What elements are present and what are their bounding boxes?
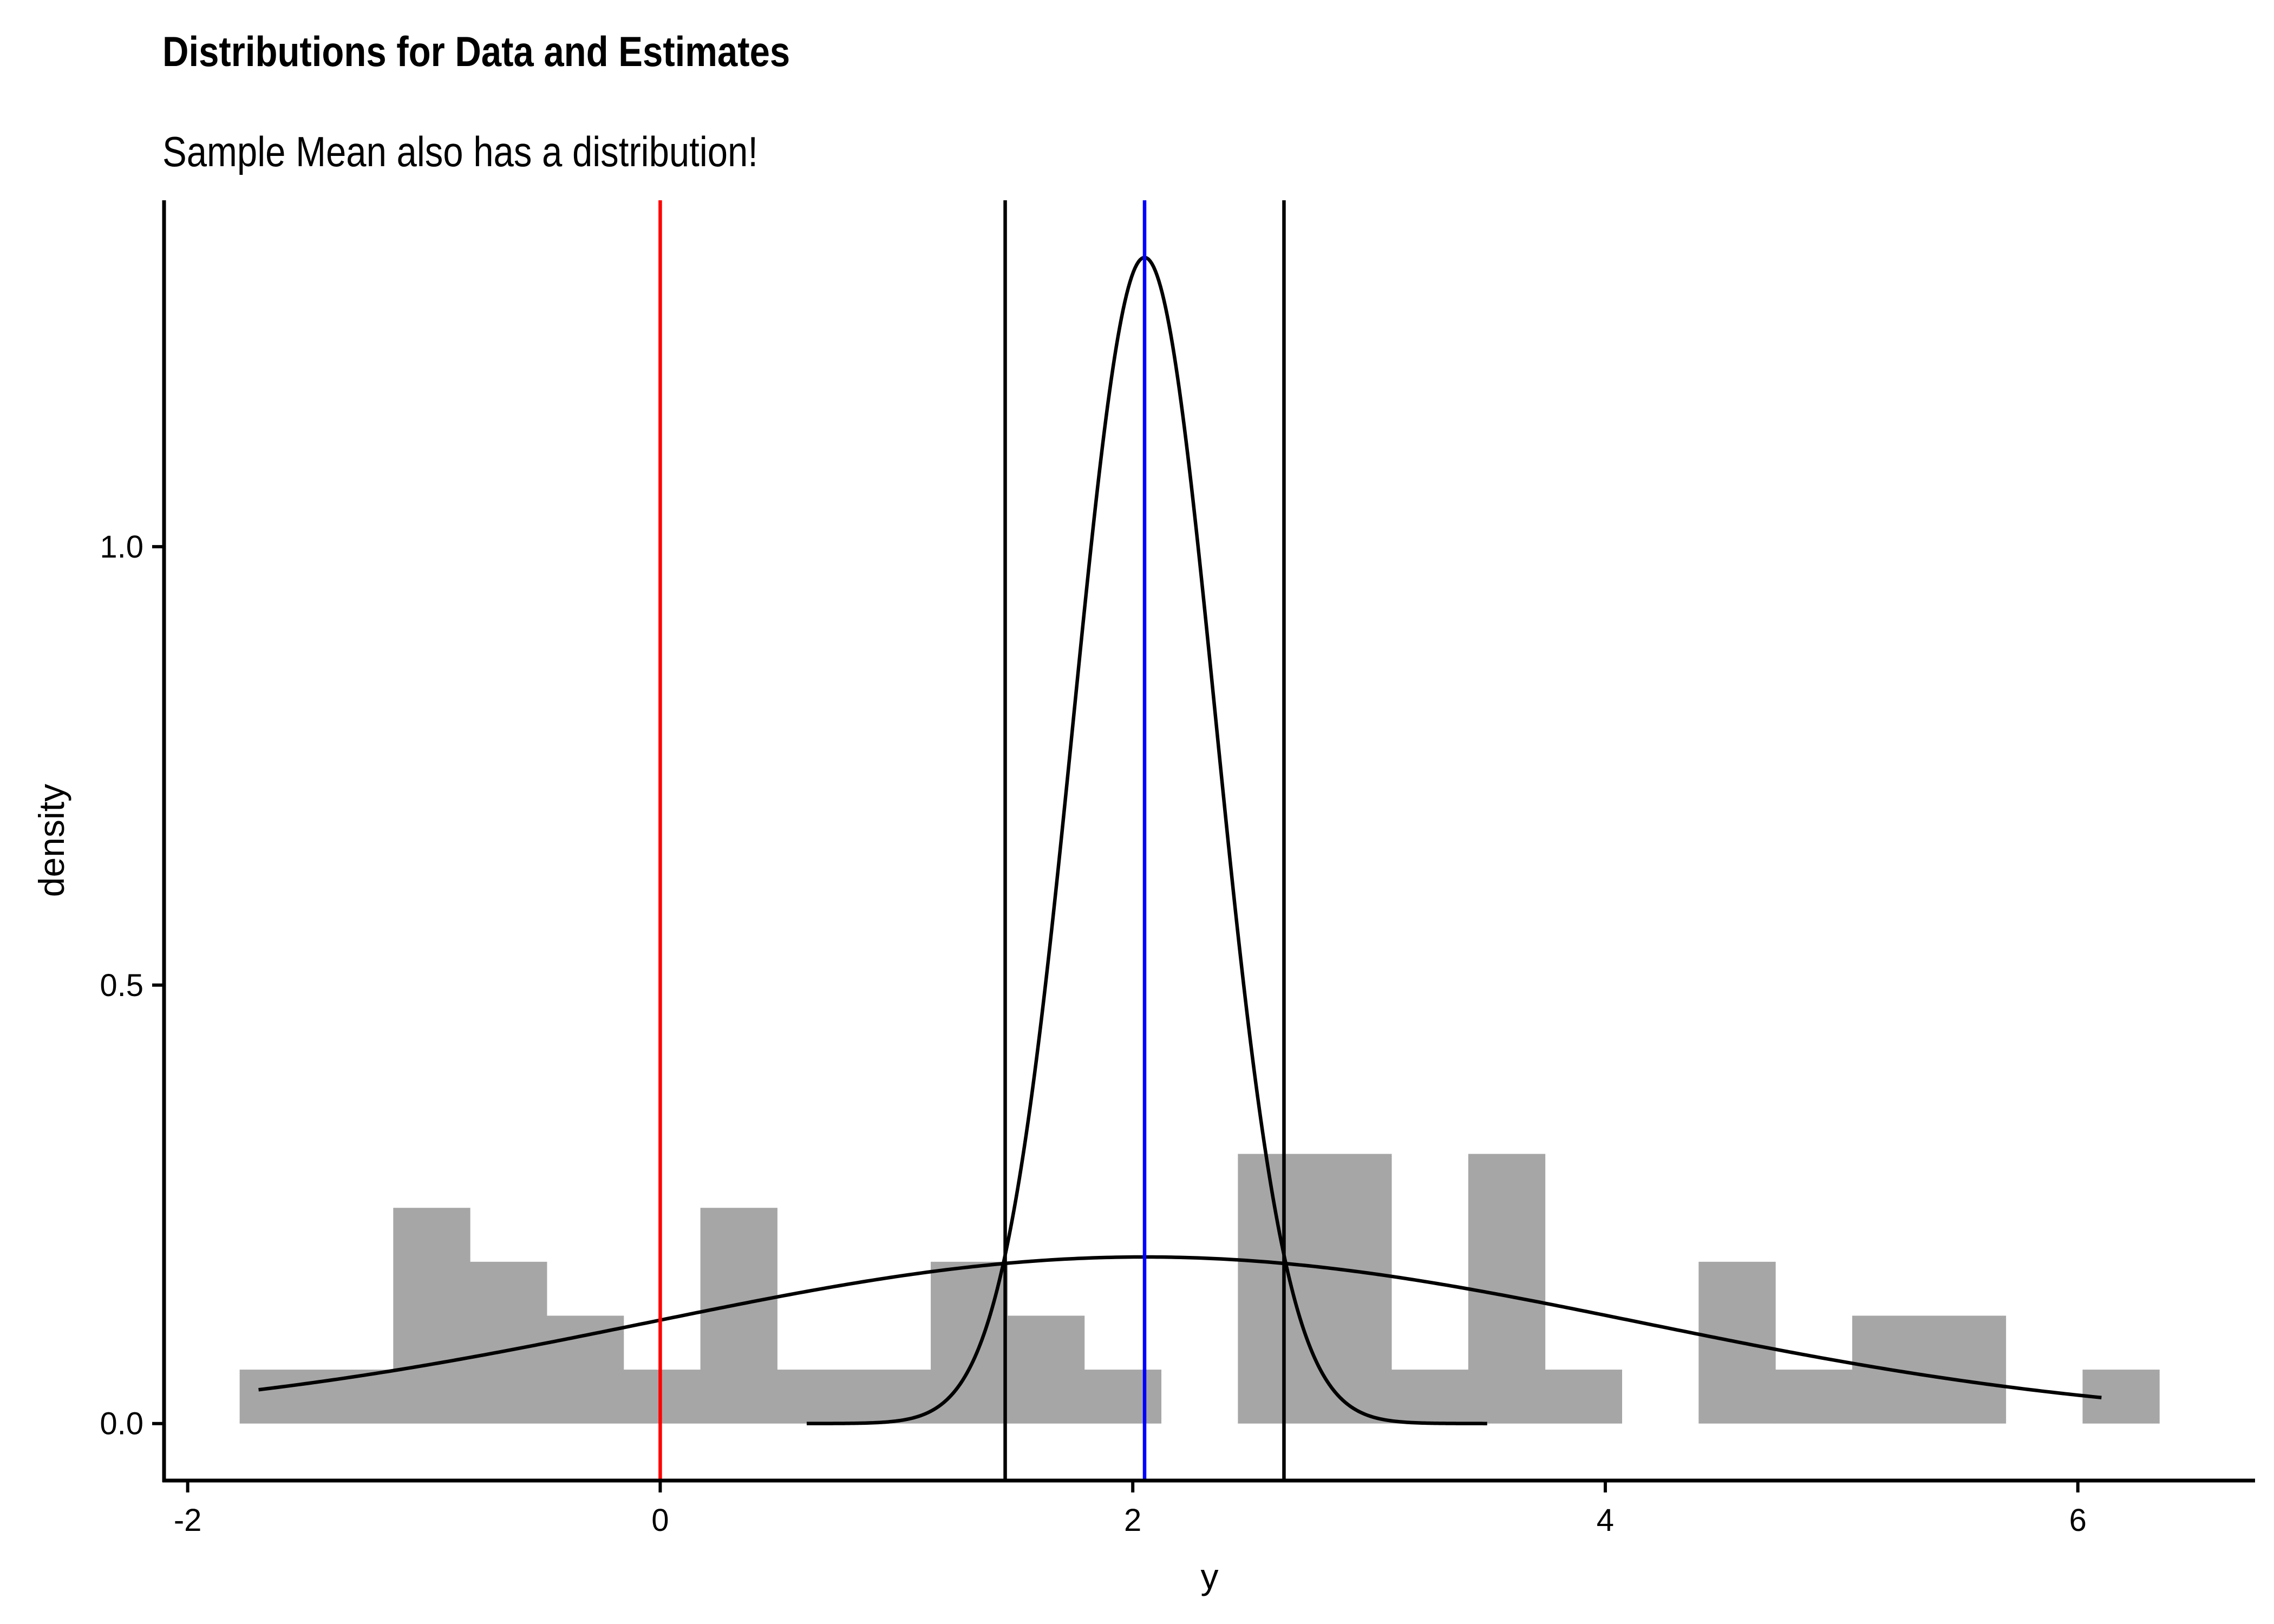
- histogram-bars: [239, 1154, 2160, 1424]
- x-tick-label-4: 6: [2069, 1503, 2087, 1538]
- histogram-bar-11: [1084, 1370, 1162, 1424]
- histogram-bar-15: [1391, 1370, 1469, 1424]
- histogram-bar-7: [777, 1370, 854, 1424]
- density-curves: [258, 256, 2102, 1425]
- density-curve-0: [258, 1255, 2102, 1400]
- y-tick-label-1: 0.5: [100, 968, 143, 1003]
- y-tick-label-2: 1.0: [100, 529, 143, 565]
- y-tick-label-0: 0.0: [100, 1406, 143, 1442]
- axes: -2 0 2 4 6 0.0 0.5 1.0: [100, 200, 2255, 1538]
- histogram-bar-5: [623, 1370, 701, 1424]
- histogram-bar-17: [1545, 1370, 1622, 1424]
- x-tick-label-2: 2: [1124, 1503, 1141, 1538]
- x-tick-label-0: -2: [174, 1503, 202, 1538]
- x-axis-label: y: [1201, 1556, 1219, 1596]
- histogram-bar-22: [1929, 1315, 2007, 1424]
- chart-subtitle: Sample Mean also has a distribution!: [162, 128, 758, 175]
- x-tick-label-3: 4: [1597, 1503, 1614, 1538]
- histogram-bar-13: [1238, 1154, 1315, 1424]
- histogram-bar-0: [239, 1370, 317, 1424]
- reference-lines: [658, 200, 1286, 1481]
- histogram-bar-14: [1315, 1154, 1392, 1424]
- histogram-bar-2: [393, 1208, 471, 1424]
- histogram-bar-20: [1775, 1370, 1853, 1424]
- histogram-bar-4: [546, 1315, 624, 1424]
- chart-title: Distributions for Data and Estimates: [162, 28, 790, 75]
- histogram-bar-16: [1468, 1154, 1546, 1424]
- histogram-bar-9: [931, 1261, 1008, 1424]
- density-curve-1: [806, 256, 1487, 1425]
- histogram-bar-8: [854, 1370, 931, 1424]
- histogram-bar-3: [470, 1261, 547, 1424]
- histogram-bar-6: [700, 1208, 777, 1424]
- x-tick-label-1: 0: [651, 1503, 669, 1538]
- y-axis-label: density: [31, 784, 71, 897]
- histogram-bar-10: [1007, 1315, 1085, 1424]
